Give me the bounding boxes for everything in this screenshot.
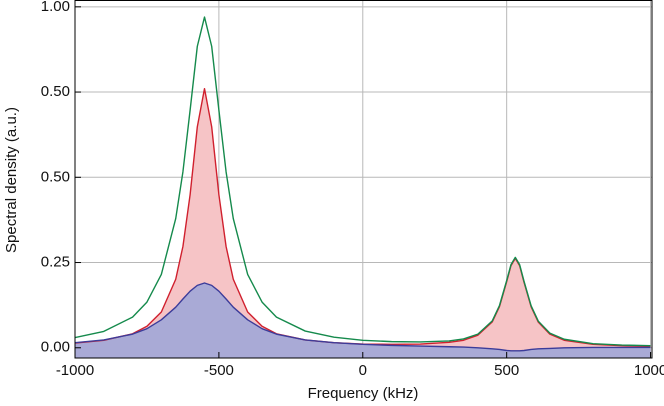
y-axis-label: Spectral density (a.u.) [3,107,20,253]
plot-area [75,0,652,358]
line [75,282,651,352]
y-tick-label: 0.50 [41,83,70,100]
line [75,16,651,347]
x-axis-label: Frequency (kHz) [308,385,419,402]
y-tick-label: 0.00 [41,339,70,356]
x-tick-label: 0 [359,362,367,379]
area [75,282,651,358]
x-tick-label: -1000 [56,362,94,379]
y-tick-label: 1.00 [41,0,70,15]
x-tick-label: -500 [204,362,234,379]
plot-frame [74,0,653,359]
y-tick-label: 0.25 [41,254,70,271]
y-tick-label: 0.50 [41,168,70,185]
x-tick-label: 1000 [634,362,664,379]
x-tick-label: 500 [494,362,519,379]
